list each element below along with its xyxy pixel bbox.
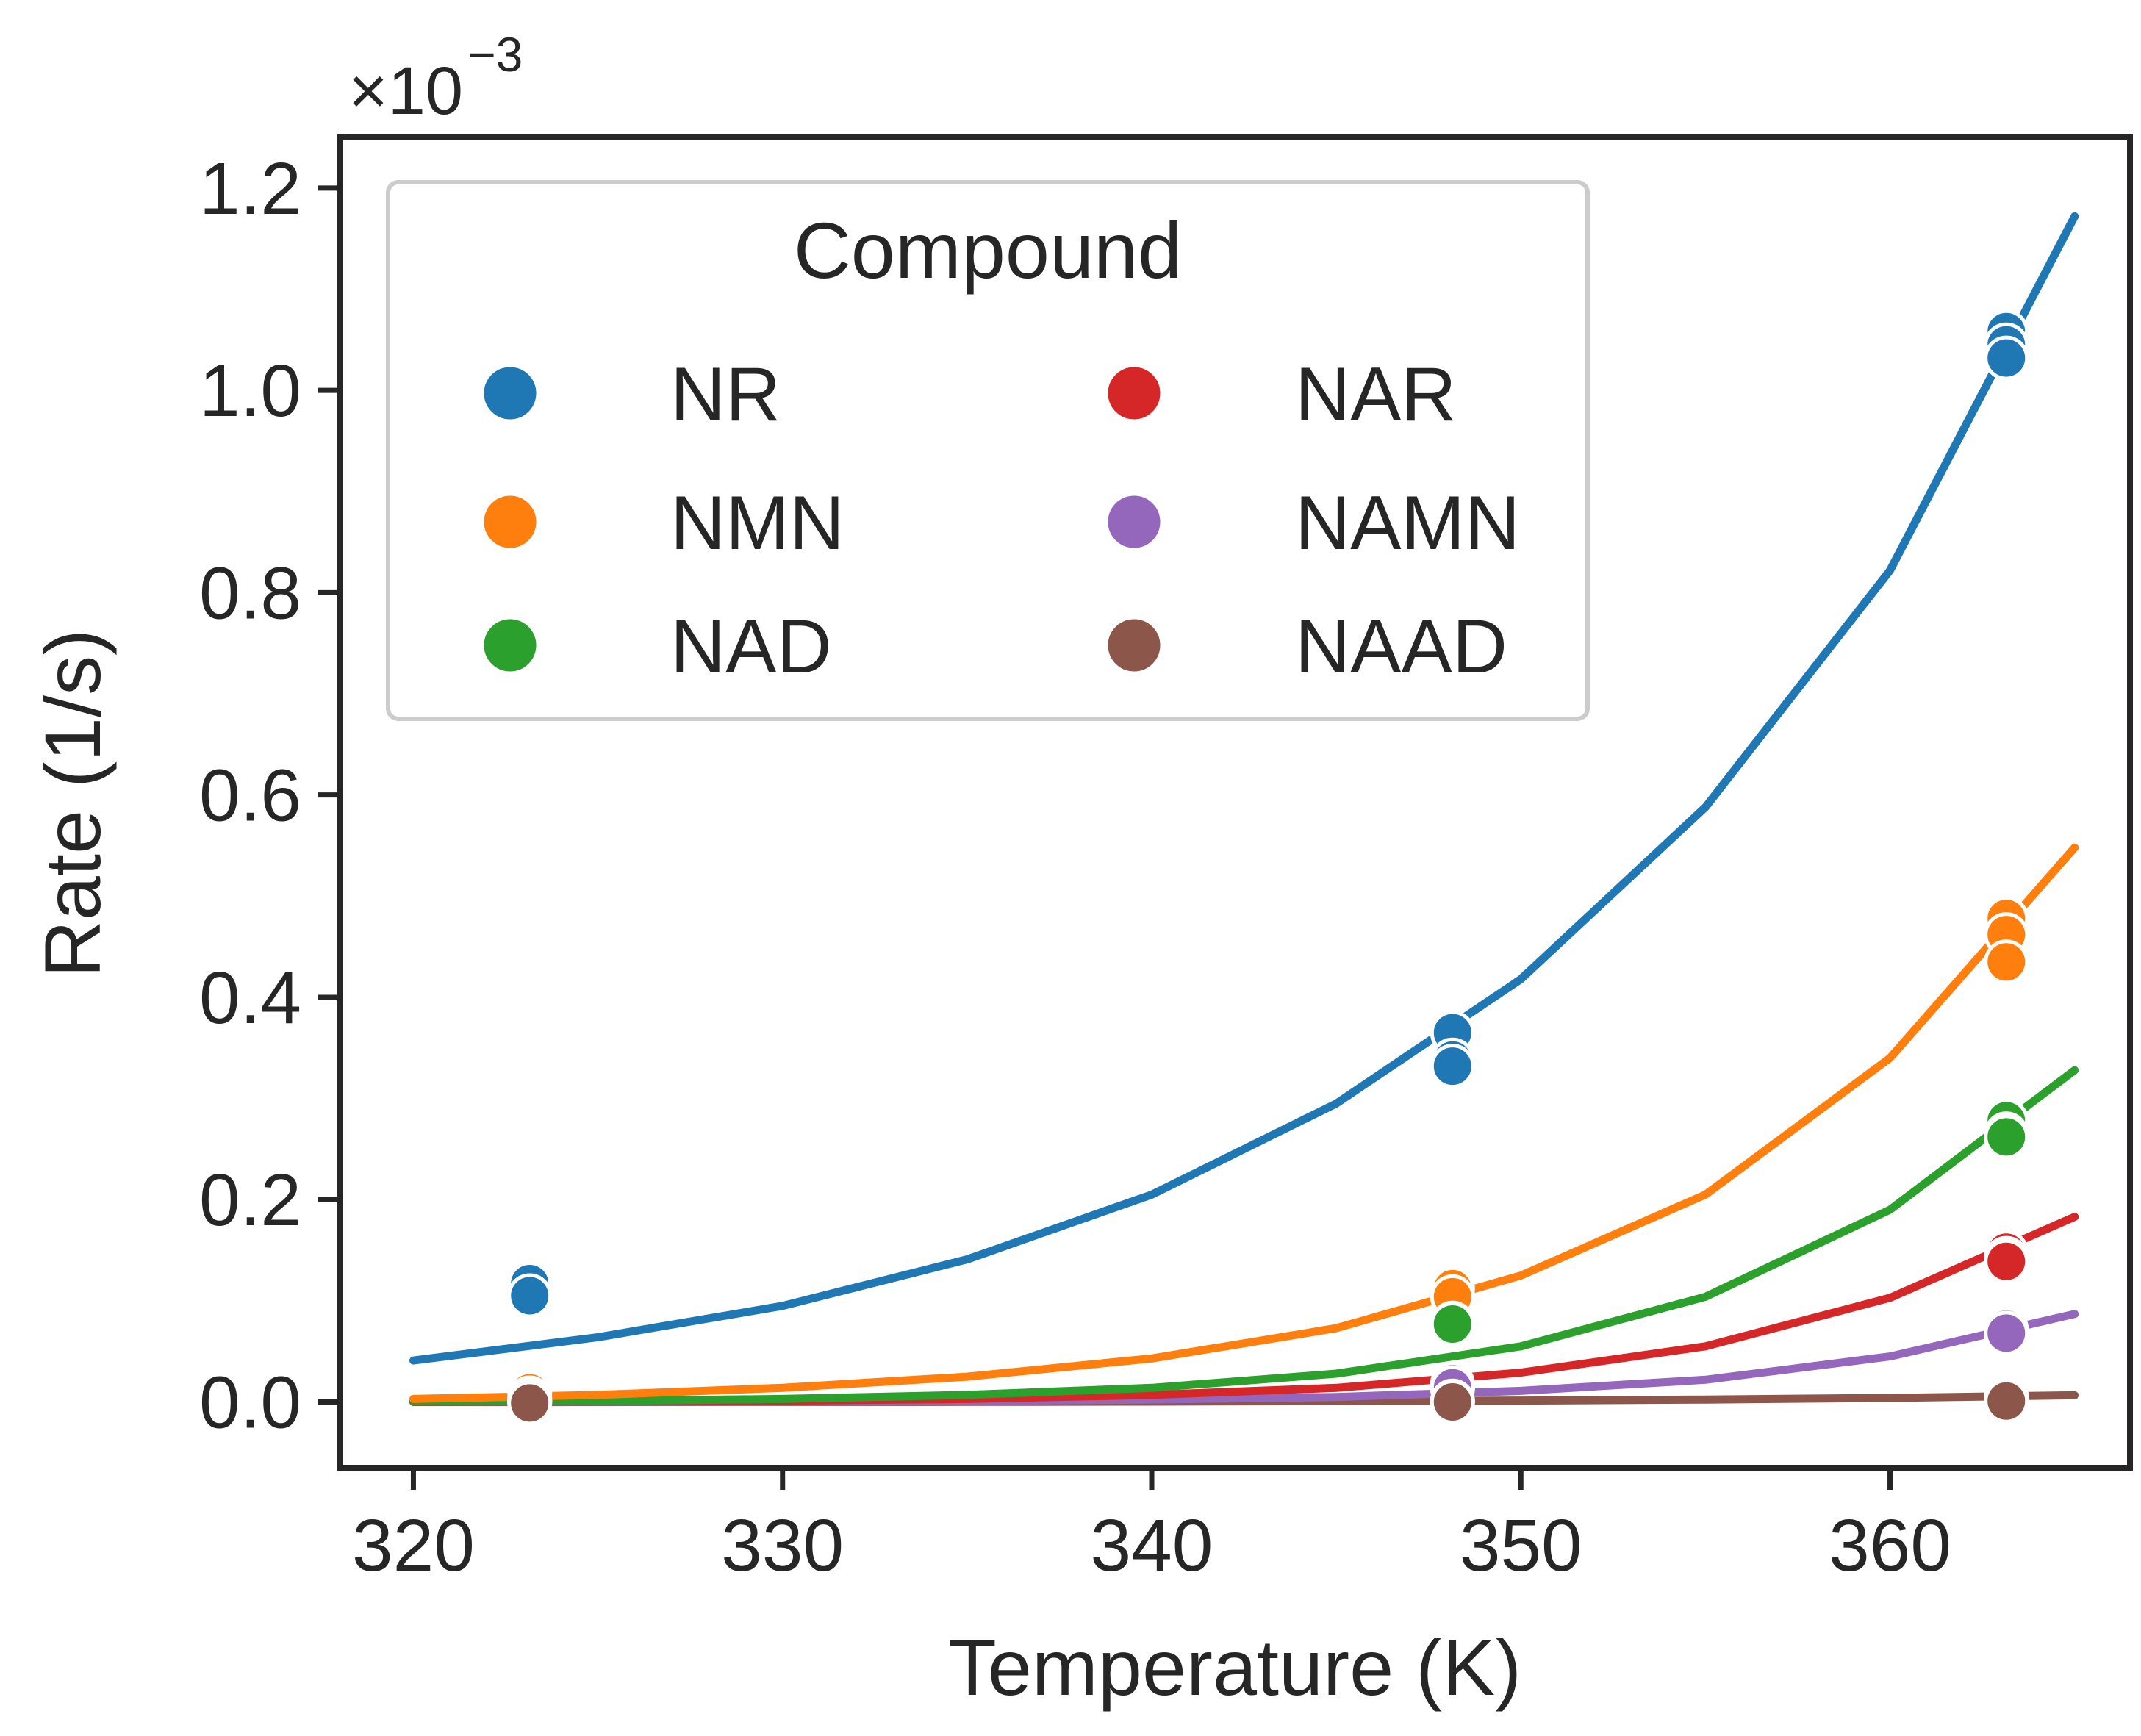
x-tick-label-340: 340 <box>1091 1504 1213 1587</box>
legend-marker-nad <box>480 615 540 675</box>
y-tick-label-0-6: 0.6 <box>199 755 301 837</box>
legend-label-naad: NAAD <box>1295 604 1507 689</box>
y-tick-label-0: 0.0 <box>199 1362 301 1444</box>
x-tick-label-350: 350 <box>1460 1504 1582 1587</box>
legend-frame <box>386 180 1590 721</box>
point-naad-3 <box>1430 1380 1475 1424</box>
fit-line-nad <box>409 1066 2079 1406</box>
fit-line-nr <box>409 212 2079 1365</box>
y-axis-ticks: 0.0 0.2 0.4 0.6 0.8 1.0 1.2 <box>199 148 340 1444</box>
x-axis-label: Temperature (K) <box>948 1623 1521 1712</box>
point-nmn-6 <box>1984 939 2029 985</box>
y-tick-label-0-4: 0.4 <box>199 957 301 1039</box>
legend: Compound NR NMN NAD NAR NAMN NAAD <box>386 180 1590 721</box>
x-tick-label-360: 360 <box>1829 1504 1951 1587</box>
x-tick-label-320: 320 <box>352 1504 475 1587</box>
fit-lines <box>409 212 2079 1406</box>
legend-label-namn: NAMN <box>1295 481 1520 566</box>
legend-marker-nar <box>1104 363 1164 423</box>
legend-marker-nr <box>480 363 540 423</box>
legend-label-nmn: NMN <box>670 481 844 566</box>
point-nr-4 <box>1430 1044 1475 1089</box>
legend-marker-nmn <box>480 492 540 552</box>
point-nad-6 <box>1984 1114 2029 1160</box>
point-naad-6 <box>1984 1378 2029 1424</box>
y-tick-label-1: 1.0 <box>199 350 301 432</box>
point-nar-5 <box>1984 1238 2029 1284</box>
point-nad-3 <box>1430 1302 1475 1346</box>
point-nr-7 <box>1984 335 2029 381</box>
legend-label-nar: NAR <box>1295 352 1457 437</box>
y-tick-label-1-2: 1.2 <box>199 148 301 230</box>
legend-marker-naad <box>1104 615 1164 675</box>
y-axis-scale-label: ×10−3 <box>348 27 523 129</box>
point-nr-1 <box>507 1273 553 1319</box>
y-scale-exponent: −3 <box>467 27 523 82</box>
data-points <box>507 309 2029 1426</box>
legend-label-nad: NAD <box>670 604 832 689</box>
y-tick-label-0-2: 0.2 <box>199 1159 301 1241</box>
legend-marker-namn <box>1104 492 1164 552</box>
x-axis-ticks: 320 330 340 350 360 <box>352 1468 1951 1587</box>
legend-entries: NR NMN NAD NAR NAMN NAAD <box>480 352 1520 689</box>
plot-frame <box>337 134 2133 1471</box>
y-axis-label: Rate (1/s) <box>28 629 117 978</box>
point-namn-4 <box>1984 1310 2029 1356</box>
fit-line-nmn <box>409 843 2079 1403</box>
legend-title: Compound <box>794 206 1182 295</box>
x-tick-label-330: 330 <box>721 1504 844 1587</box>
legend-label-nr: NR <box>670 352 781 437</box>
y-scale-base: ×10 <box>348 54 463 129</box>
point-naad-1 <box>507 1380 553 1426</box>
y-tick-label-0-8: 0.8 <box>199 552 301 634</box>
